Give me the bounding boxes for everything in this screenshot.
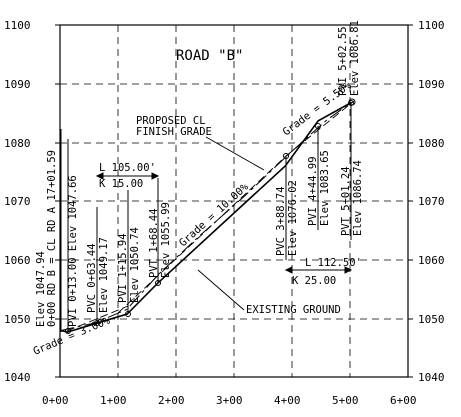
pvi-5-02-label: PVI 5+02.55 [337, 26, 349, 96]
elev-1076-02-label: Elev 1076.02 [287, 180, 299, 256]
y-tick-label: 1060 [418, 254, 445, 267]
finish-grade-label: FINISH GRADE [136, 126, 212, 138]
y-tick-label: 1070 [4, 195, 31, 208]
pvi-1-15-label: PVI 1+15.94 [117, 233, 129, 303]
y-axis-left: 1100 1090 1080 1070 1060 1050 1040 [4, 19, 31, 384]
vc2-length-label: L 112.50' [305, 257, 362, 269]
x-tick-label: 3+00 [216, 394, 243, 407]
elev-1047-94-label: Elev 1047.94 [35, 251, 47, 327]
proposed-grade-line [59, 101, 352, 333]
x-tick-label: 6+00 [390, 394, 417, 407]
grid [60, 25, 408, 377]
pvi-4-44-label: PVI 4+44.99 [307, 156, 319, 226]
y-tick-label: 1080 [4, 137, 31, 150]
x-tick-label: 4+00 [274, 394, 301, 407]
elev-1049-17-label: Elev 1049.17 [98, 237, 110, 313]
x-axis: 0+00 1+00 2+00 3+00 4+00 5+00 6+00 [42, 394, 417, 407]
vc1-dimension [95, 172, 160, 180]
elev-1083-65-label: Elev 1083.65 [319, 150, 331, 226]
y-axis-right: 1100 1090 1080 1070 1060 1050 1040 [418, 19, 445, 384]
elev-1086-74-label: Elev 1086.74 [352, 160, 364, 236]
pvt-5-01-label: PVT 5+01.24 [340, 166, 352, 236]
x-tick-label: 5+00 [332, 394, 359, 407]
x-tick-label: 1+00 [100, 394, 127, 407]
pvi-marker [348, 98, 356, 106]
x-tick-label: 0+00 [42, 394, 69, 407]
grade-mid-label: Grade = 10.00% [177, 181, 251, 250]
rd-b-reference-label: 0+00 RD B = CL RD A 17+01.59 [46, 150, 58, 327]
vc2-k-label: K 25.00 [292, 275, 336, 287]
vc1-length-label: L 105.00' [99, 162, 156, 174]
elev-1050-74-label: Elev 1050.74 [129, 227, 141, 303]
y-tick-label: 1090 [418, 78, 445, 91]
x-tick-label: 2+00 [158, 394, 185, 407]
leader-lines [197, 136, 265, 311]
y-tick-label: 1050 [418, 313, 445, 326]
vc1-k-label: K 15.00 [99, 178, 143, 190]
station-lines [60, 103, 352, 332]
pvc-3-88-label: PVC 3+88.74 [275, 186, 287, 256]
y-tick-label: 1060 [4, 254, 31, 267]
existing-ground-line [59, 101, 352, 332]
elev-1055-99-label: Elev 1055.99 [160, 202, 172, 278]
y-tick-label: 1040 [418, 371, 445, 384]
existing-ground-label: EXISTING GROUND [246, 304, 341, 316]
y-tick-label: 1050 [4, 313, 31, 326]
pvc-0-63-label: PVC 0+63.44 [86, 243, 98, 313]
y-tick-label: 1100 [418, 19, 445, 32]
proposed-cl-label: PROPOSED CL [136, 115, 206, 127]
elev-1086-81-label: Elev 1086.81 [349, 20, 361, 96]
y-tick-label: 1070 [418, 195, 445, 208]
y-tick-label: 1090 [4, 78, 31, 91]
y-tick-label: 1100 [4, 19, 31, 32]
chart-title: ROAD "B" [176, 48, 243, 64]
vc2-dimension [284, 266, 353, 274]
frame-ticks [55, 24, 413, 378]
pvi-0-13-label: PVI 0+13.00 Elev 1047.66 [67, 175, 79, 327]
y-tick-label: 1080 [418, 137, 445, 150]
y-tick-label: 1040 [4, 371, 31, 384]
series-layer [59, 101, 352, 333]
pvt-1-68-label: PVT 1+68.44 [148, 208, 160, 278]
